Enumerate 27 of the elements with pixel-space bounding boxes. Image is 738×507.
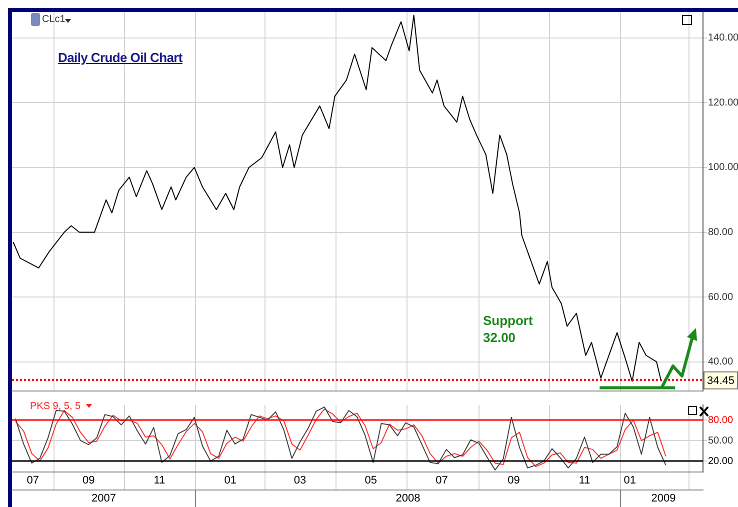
ref-line-label: 34.45 xyxy=(707,374,735,387)
x-tick-label: 11 xyxy=(578,474,590,487)
y-tick-label: 140.00 xyxy=(708,32,738,44)
chart-title: PKS 9, 5, 5 xyxy=(30,401,81,412)
y-tick-label: 80.00 xyxy=(708,227,734,238)
x-tick-label: 01 xyxy=(624,474,636,487)
x2-tick-label: 2008 xyxy=(396,492,420,505)
y-tick-label: 40.00 xyxy=(708,356,734,368)
y-tick-label: 50.00 xyxy=(708,435,734,446)
annotation: CLc1 xyxy=(42,14,66,25)
x-tick-label: 05 xyxy=(364,474,377,487)
annotation: Support 32.00 xyxy=(483,312,534,346)
y-tick-label: 80.00 xyxy=(708,414,734,426)
x-tick-label: 09 xyxy=(82,474,95,487)
x2-tick-label: 2009 xyxy=(651,492,676,505)
x-tick-label: 11 xyxy=(154,474,166,487)
x2-tick-label: 2007 xyxy=(92,492,116,505)
y-tick-label: 20.00 xyxy=(708,456,734,467)
x-tick-label: 01 xyxy=(224,474,236,487)
x-tick-label: 07 xyxy=(436,474,448,487)
text: Daily Crude Oil Chart xyxy=(58,50,182,65)
x-tick-label: 03 xyxy=(294,474,306,487)
x-tick-label: 09 xyxy=(508,474,520,487)
x-tick-label: 07 xyxy=(26,474,40,487)
y-tick-label: 100.00 xyxy=(708,162,738,174)
y-tick-label: 120.00 xyxy=(708,97,738,108)
y-tick-label: 60.00 xyxy=(708,292,734,303)
